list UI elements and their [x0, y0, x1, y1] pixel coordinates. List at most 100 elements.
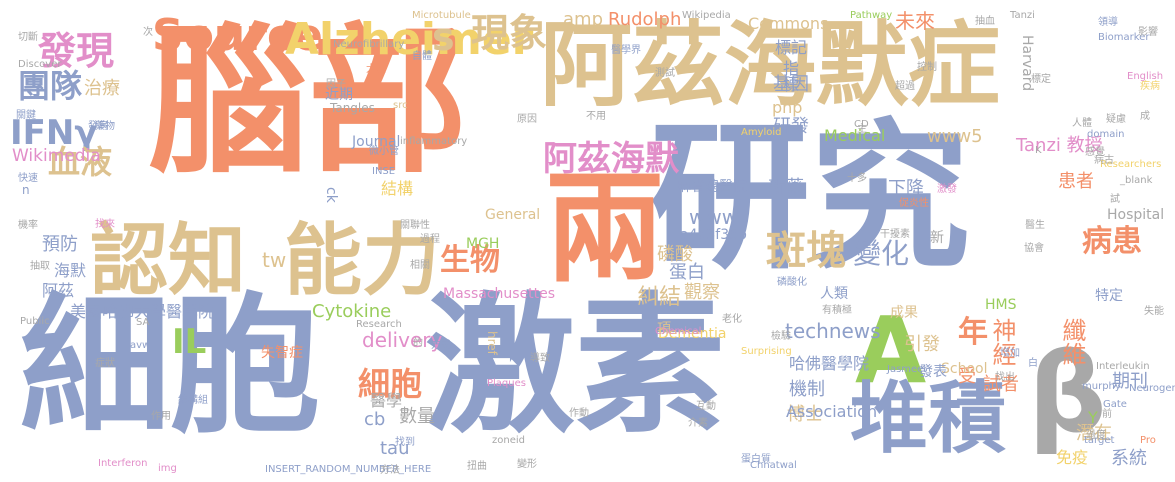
cloud-word: Discover: [18, 59, 62, 70]
cloud-word: 抽血: [975, 16, 995, 27]
cloud-word: 過度: [1086, 430, 1106, 441]
cloud-word: 抽取: [30, 261, 50, 272]
cloud-word: 症狀: [95, 358, 115, 369]
cloud-word: 疑慮: [1106, 114, 1126, 125]
cloud-word: Cytokine: [312, 301, 392, 322]
cloud-word: IL: [172, 322, 207, 362]
cloud-word: Public: [20, 316, 50, 327]
cloud-word: 項: [657, 321, 671, 337]
cloud-word: 激素: [425, 280, 726, 454]
cloud-word: 腦部: [148, 8, 469, 195]
cloud-word: 領導: [1098, 17, 1118, 28]
cloud-word: technews: [785, 319, 881, 343]
cloud-word: 超過: [895, 81, 915, 92]
cloud-word: 白: [1028, 358, 1038, 369]
cloud-word: 患者: [1058, 171, 1094, 192]
cloud-word: HMS: [985, 297, 1017, 313]
cloud-word: src: [393, 100, 408, 111]
cloud-word: href: [485, 331, 499, 355]
cloud-word: inflammatory: [400, 136, 468, 147]
cloud-word: 兩: [545, 160, 665, 299]
cloud-word: Y: [1088, 408, 1098, 427]
cloud-word: 切斷: [18, 32, 38, 43]
cloud-word: Pathway: [850, 10, 893, 21]
cloud-word: 次: [143, 27, 153, 38]
cloud-word: CD: [854, 119, 869, 130]
cloud-word: Interleukin: [1096, 361, 1150, 372]
cloud-word: php: [772, 98, 803, 117]
cloud-word: Jasmeer: [887, 364, 928, 375]
cloud-word: 化: [600, 383, 614, 399]
cloud-word: 預防: [42, 234, 78, 255]
cloud-word: 協會: [1024, 243, 1044, 254]
cloud-word: 治療: [84, 78, 120, 99]
cloud-word: 試: [1110, 194, 1120, 205]
cloud-word: 疾病: [1140, 81, 1160, 92]
cloud-word: 血液: [48, 143, 113, 181]
cloud-word: 十多: [847, 173, 867, 184]
cloud-word: 原因: [517, 114, 537, 125]
cloud-word: 自體: [412, 51, 432, 62]
cloud-word: 磷酸化: [777, 277, 807, 288]
cloud-word: 阿茲: [42, 281, 75, 300]
cloud-word: 哈佛醫學院: [789, 354, 870, 373]
cloud-word: General: [485, 207, 541, 223]
cloud-word: Researchers: [1100, 159, 1162, 170]
cloud-word: 特定: [1095, 288, 1123, 304]
cloud-word: Source: [152, 10, 323, 61]
cloud-word: 斑塊: [766, 228, 846, 274]
cloud-word: 發現: [38, 29, 115, 73]
cloud-word: 團隊: [18, 67, 83, 105]
cloud-word: Amyloid: [741, 127, 782, 138]
cloud-word: Alzheimer: [285, 14, 534, 65]
cloud-word: 神經: [988, 318, 1016, 366]
cloud-word: 海默: [54, 261, 87, 280]
cloud-word: 研發: [773, 116, 809, 137]
cloud-word: n: [22, 183, 30, 197]
cloud-word: 關鍵: [16, 110, 36, 121]
cloud-word: 醫學界: [611, 45, 641, 56]
cloud-word: 主: [857, 124, 867, 135]
cloud-word: 快速: [18, 173, 38, 184]
cloud-word: img: [158, 463, 177, 474]
cloud-word: 指標: [780, 60, 799, 92]
cloud-word: INSE: [372, 166, 396, 177]
cloud-word: 結構: [381, 179, 414, 198]
cloud-word: 結構組: [178, 395, 208, 406]
cloud-word: 作動: [569, 408, 589, 419]
cloud-word: 因子: [326, 79, 346, 90]
cloud-word: Dementia: [658, 326, 727, 342]
cloud-word: www5: [927, 126, 983, 147]
cloud-word: 引發: [904, 334, 940, 355]
cloud-word: 標定: [1031, 74, 1051, 85]
cloud-word: avw: [130, 340, 151, 351]
cloud-word: 找出: [995, 372, 1015, 383]
cloud-word: Commons: [748, 14, 829, 33]
cloud-word: Plaques: [487, 378, 526, 389]
cloud-word: 發表: [919, 364, 947, 380]
cloud-word: Neurogenie: [1129, 383, 1175, 394]
cloud-word: 醫學: [370, 391, 403, 410]
cloud-word: _blank: [1120, 175, 1153, 186]
cloud-word: 免疫: [1056, 448, 1089, 467]
cloud-word: 人體: [1072, 118, 1092, 129]
cloud-word: SA: [136, 317, 150, 328]
cloud-word: 美國哈佛大學醫學院: [70, 302, 215, 321]
cloud-word: 阿茲海默症: [540, 12, 1001, 119]
cloud-word: 變化: [853, 237, 910, 270]
cloud-word: Journal: [352, 134, 401, 150]
cloud-word: 檢驗: [771, 331, 791, 342]
cloud-word: 機率: [18, 220, 38, 231]
cloud-word: A: [855, 297, 927, 404]
cloud-word: domain: [1087, 129, 1125, 140]
cloud-word: 病患: [1082, 224, 1142, 259]
cloud-word: 磷酸: [657, 244, 693, 265]
cloud-word: Massachusettes: [443, 286, 556, 302]
cloud-word: 變形: [517, 459, 537, 470]
cloud-word: 細胞: [358, 365, 423, 403]
cloud-word: 前: [1102, 409, 1112, 420]
cloud-word: 的: [413, 338, 423, 349]
cloud-word: Pro: [1140, 435, 1156, 446]
cloud-word: Chemical: [655, 326, 702, 337]
cloud-word: 激發: [937, 184, 957, 195]
